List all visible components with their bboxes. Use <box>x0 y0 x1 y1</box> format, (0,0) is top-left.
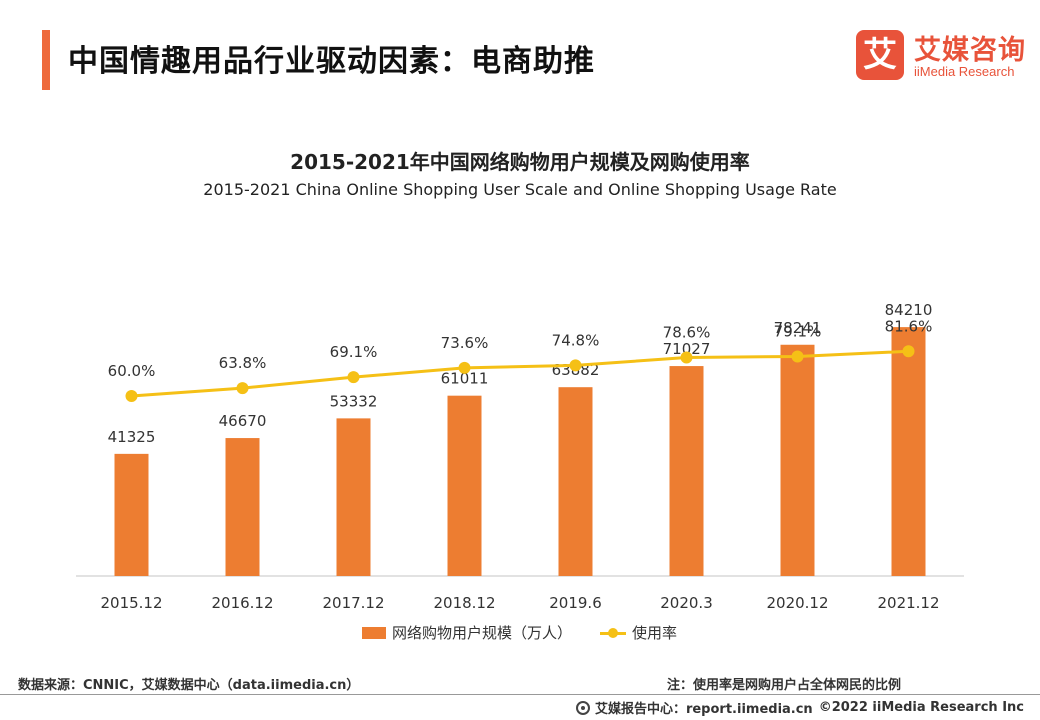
x-tick-label: 2016.12 <box>211 594 273 612</box>
legend-bar-swatch-icon <box>362 626 386 639</box>
bar-2016.12 <box>225 438 260 576</box>
copyright-text: ©2022 iiMedia Research Inc <box>818 700 1024 715</box>
title-accent-bar <box>42 30 50 90</box>
usage-rate-point <box>347 371 360 384</box>
usage-rate-point <box>680 351 693 364</box>
footer-divider <box>0 694 1040 695</box>
usage-rate-label: 69.1% <box>330 343 378 361</box>
brand-logo: 艾 艾媒咨询 iiMedia Research <box>856 28 1026 84</box>
usage-rate-line <box>131 349 909 398</box>
bar-2019.6 <box>558 387 593 576</box>
bar-value-label: 41325 <box>108 428 156 446</box>
x-tick-label: 2020.12 <box>766 594 828 612</box>
x-tick-label: 2019.6 <box>549 594 602 612</box>
usage-rate-label: 74.8% <box>552 331 600 349</box>
usage-rate-point <box>125 390 138 402</box>
report-center-icon <box>575 700 590 715</box>
logo-mark-icon: 艾 <box>856 30 904 80</box>
x-tick-label: 2017.12 <box>322 594 384 612</box>
chart-note: 注：使用率是网购用户占全体网民的比例 <box>667 678 902 693</box>
bar-2020.12 <box>780 344 815 576</box>
x-tick-label: 2018.12 <box>433 594 495 612</box>
usage-rate-label: 79.1% <box>774 322 822 340</box>
report-center-link[interactable]: 艾媒报告中心：report.iimedia.cn <box>594 702 813 717</box>
chart-title: 2015-2021年中国网络购物用户规模及网购使用率 <box>290 150 750 174</box>
bar-value-label: 78241 <box>774 319 822 337</box>
bar-2021.12 <box>891 327 926 576</box>
x-tick-label: 2015.12 <box>100 594 162 612</box>
logo-name-en: iiMedia Research <box>914 64 1015 79</box>
logo-name-cn: 艾媒咨询 <box>914 35 1026 66</box>
usage-rate-point <box>236 382 249 395</box>
legend-item-bar: 网络购物用户规模（万人） <box>362 622 572 643</box>
bar-value-label: 71027 <box>663 340 711 358</box>
x-tick-label: 2021.12 <box>877 594 939 612</box>
bar-2015.12 <box>114 453 149 576</box>
legend-item-line: 使用率 <box>600 622 677 643</box>
usage-rate-point <box>569 359 582 372</box>
bar-value-label: 61011 <box>441 370 489 388</box>
legend-line-swatch-icon <box>600 627 626 639</box>
footer-bar: 艾媒报告中心：report.iimedia.cn ©2022 iiMedia R… <box>575 698 1030 717</box>
bar-value-label: 46670 <box>219 412 267 430</box>
usage-rate-point <box>791 350 804 363</box>
legend-bar-label: 网络购物用户规模（万人） <box>392 624 573 642</box>
usage-rate-point <box>458 361 471 374</box>
chart-subtitle: 2015-2021 China Online Shopping User Sca… <box>203 180 837 199</box>
data-source: 数据来源：CNNIC，艾媒数据中心（data.iimedia.cn） <box>18 678 360 693</box>
legend-line-label: 使用率 <box>632 624 678 642</box>
usage-rate-label: 81.6% <box>885 317 933 335</box>
bar-value-label: 53332 <box>330 392 378 410</box>
bar-2017.12 <box>336 418 371 576</box>
usage-rate-label: 73.6% <box>441 334 489 352</box>
bar-2018.12 <box>447 395 482 576</box>
bar-value-label: 84210 <box>885 301 933 319</box>
usage-rate-label: 60.0% <box>108 362 156 380</box>
page-title: 中国情趣用品行业驱动因素：电商助推 <box>68 44 595 79</box>
usage-rate-label: 78.6% <box>663 323 711 341</box>
usage-rate-label: 63.8% <box>219 354 267 372</box>
x-tick-label: 2020.3 <box>660 594 713 612</box>
bar-2020.3 <box>669 366 704 576</box>
usage-rate-point <box>902 345 915 358</box>
combo-chart: 41325 2015.12 46670 2016.12 53332 2017.12 6101… <box>76 301 964 612</box>
